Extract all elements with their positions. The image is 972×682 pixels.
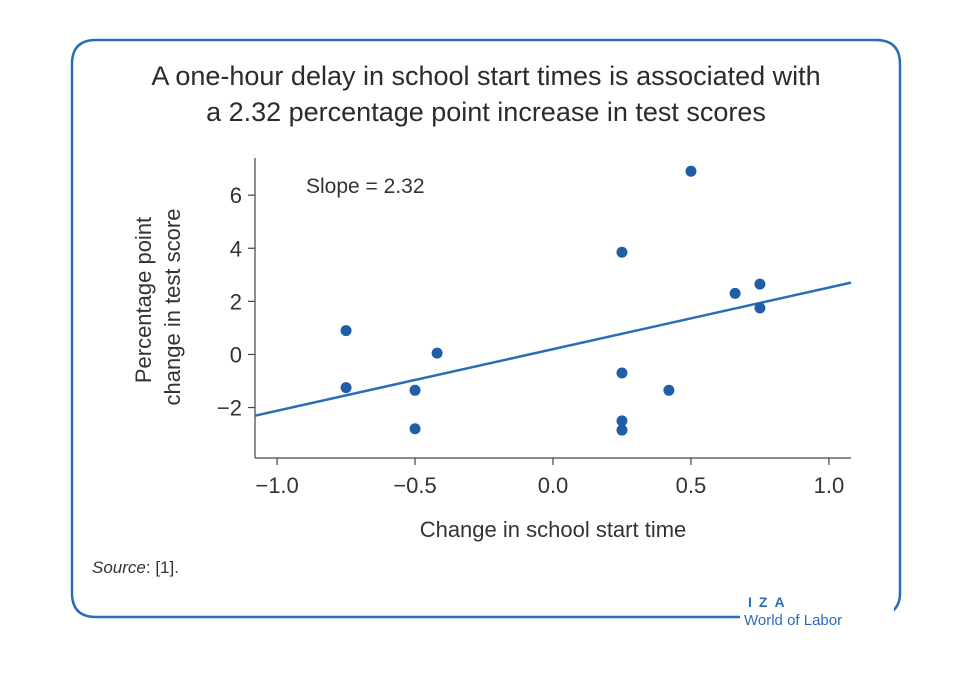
chart-title-line2: a 2.32 percentage point increase in test…	[206, 97, 766, 127]
card-border	[70, 38, 902, 619]
fit-line	[254, 281, 852, 417]
x-tick-label: 1.0	[814, 473, 845, 498]
data-point	[754, 278, 766, 290]
x-tick-label: −1.0	[255, 473, 298, 498]
slope-annotation: Slope = 2.32	[306, 175, 425, 198]
data-point	[729, 287, 741, 299]
data-point	[616, 424, 628, 436]
data-point	[340, 382, 352, 394]
y-tick-label: 6	[230, 183, 242, 208]
y-tick-label: 0	[230, 342, 242, 367]
data-point	[616, 415, 628, 427]
y-axis-label-line2: change in test score	[160, 209, 185, 406]
x-tick-label: 0.0	[538, 473, 569, 498]
chart-title-line1: A one-hour delay in school start times i…	[151, 61, 821, 91]
x-tick-label: −0.5	[393, 473, 436, 498]
data-point	[754, 302, 766, 314]
iza-logo: IZA World of Labor	[744, 594, 894, 638]
data-point	[340, 325, 352, 337]
y-tick-label: 4	[230, 236, 242, 261]
data-point	[685, 165, 697, 177]
points-group	[340, 165, 766, 436]
brand-top: IZA	[748, 594, 792, 610]
y-axis-label-line1: Percentage point	[131, 217, 156, 383]
data-point	[409, 423, 421, 435]
source-text: : [1].	[145, 558, 179, 577]
axes: −1.0 −0.5 0.0 0.5 1.0 −2 0 2 4 6	[217, 158, 851, 498]
data-point	[616, 367, 628, 379]
data-point	[616, 246, 628, 258]
chart-title: A one-hour delay in school start times i…	[72, 58, 900, 130]
x-axis-label: Change in school start time	[420, 517, 687, 542]
brand-bottom: World of Labor	[744, 612, 843, 629]
source-note: Source: [1].	[92, 558, 179, 578]
data-point	[409, 384, 421, 396]
y-tick-label: 2	[230, 289, 242, 314]
y-tick-label: −2	[217, 396, 242, 421]
data-point	[431, 347, 443, 359]
x-tick-label: 0.5	[676, 473, 707, 498]
data-point	[663, 384, 675, 396]
source-label: Source	[92, 558, 146, 577]
fit-line-group	[254, 281, 852, 417]
